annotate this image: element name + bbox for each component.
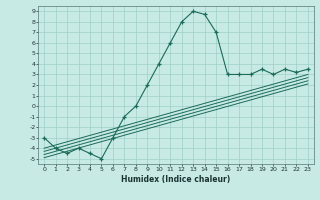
- X-axis label: Humidex (Indice chaleur): Humidex (Indice chaleur): [121, 175, 231, 184]
